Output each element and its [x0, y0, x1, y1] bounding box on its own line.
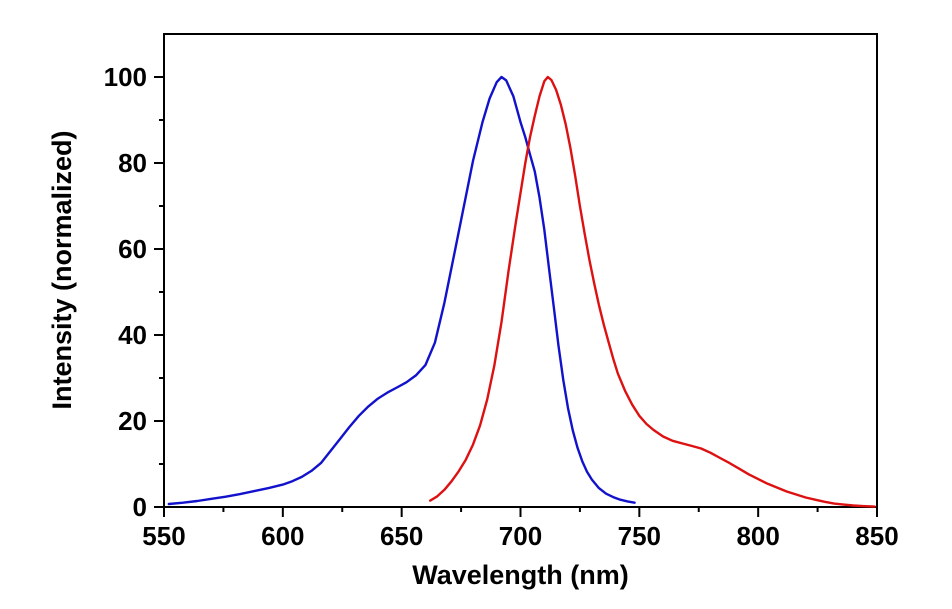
y-tick-label: 60: [118, 234, 147, 264]
x-axis-tick-labels: 550 600 650 700 750 800 850: [142, 521, 898, 551]
x-tick-label: 850: [855, 521, 898, 551]
x-tick-label: 600: [261, 521, 304, 551]
y-tick-label: 20: [118, 406, 147, 436]
x-tick-label: 800: [736, 521, 779, 551]
x-tick-label: 750: [618, 521, 661, 551]
blue-spectrum-curve: [167, 75, 636, 506]
y-tick-label: 100: [104, 62, 147, 92]
y-axis-tick-labels: 0 20 40 60 80 100: [104, 62, 147, 522]
y-tick-label: 80: [118, 148, 147, 178]
spectra-curves: [167, 75, 876, 508]
y-tick-label: 40: [118, 320, 147, 350]
x-tick-label: 550: [142, 521, 185, 551]
x-tick-label: 700: [499, 521, 542, 551]
y-axis-ticks: [154, 76, 164, 508]
plot-frame: [163, 33, 878, 508]
x-tick-label: 650: [380, 521, 423, 551]
x-axis-title: Wavelength (nm): [412, 560, 629, 590]
x-axis-ticks: [163, 507, 878, 517]
y-axis-title: Intensity (normalized): [47, 130, 77, 410]
red-spectrum-curve: [429, 75, 876, 508]
y-tick-label: 0: [133, 492, 147, 522]
